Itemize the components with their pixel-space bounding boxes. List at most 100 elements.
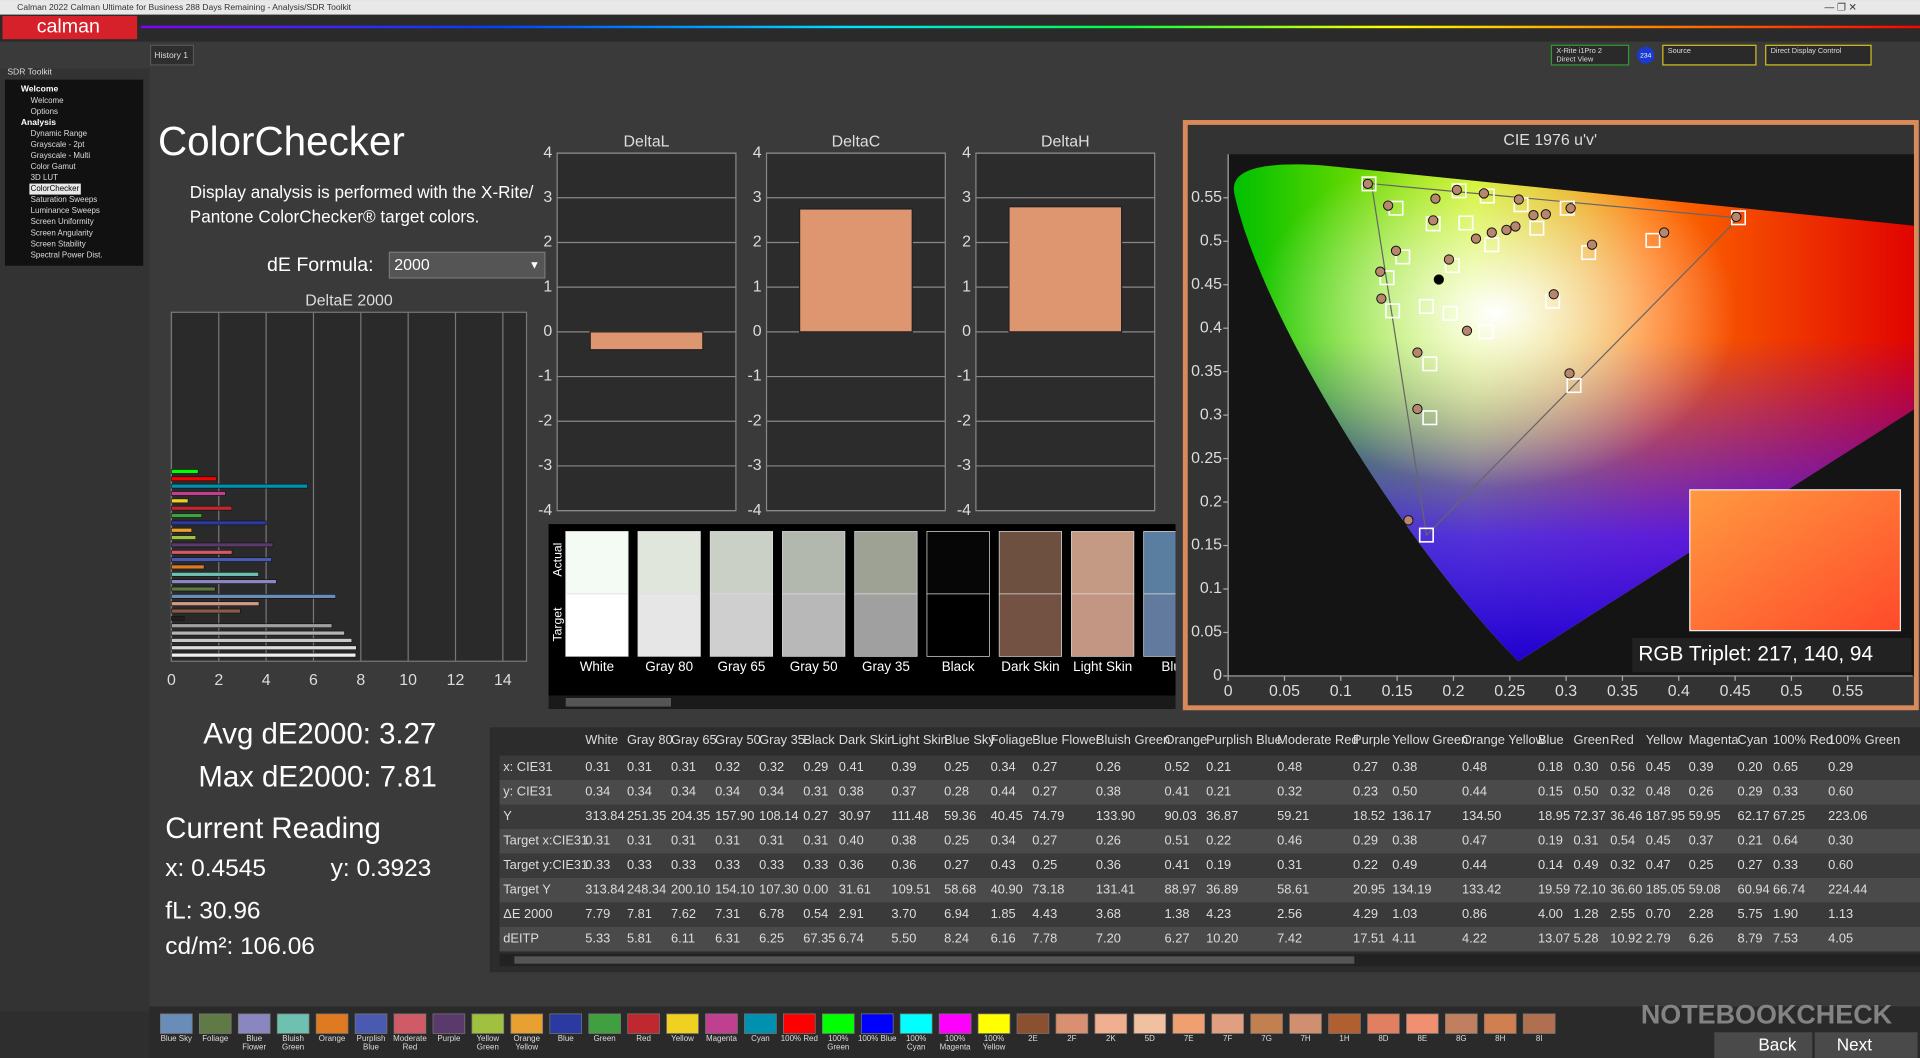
column-header: Dark Skin [839, 732, 895, 747]
patch-button[interactable] [1445, 1013, 1478, 1034]
tree-item[interactable]: Spectral Power Dist. [31, 250, 103, 259]
patch-button[interactable] [821, 1013, 855, 1034]
table-cell: 4.23 [1206, 906, 1231, 921]
table-cell: 0.31 [627, 833, 652, 848]
logo-box[interactable] [2, 15, 138, 40]
patch-button[interactable] [432, 1013, 466, 1034]
table-cell: 74.79 [1032, 808, 1064, 823]
patch-button[interactable] [160, 1013, 193, 1034]
patch-button[interactable] [783, 1013, 816, 1034]
table-cell: 62.17 [1738, 808, 1770, 823]
patch-button[interactable] [1172, 1013, 1206, 1034]
patch-button[interactable] [471, 1013, 505, 1034]
patch-button[interactable] [1483, 1013, 1517, 1034]
patch-button[interactable] [1094, 1013, 1128, 1034]
table-cell: 36.46 [1610, 808, 1642, 823]
patch-button[interactable] [1016, 1013, 1050, 1034]
table-scroll-thumb[interactable] [514, 956, 1355, 964]
patch-button[interactable] [1250, 1013, 1283, 1034]
patch-button[interactable] [1211, 1013, 1244, 1034]
tab[interactable] [150, 44, 195, 66]
y-tick-label: 0.5 [1200, 232, 1222, 249]
tree-item[interactable]: Saturation Sweeps [31, 195, 98, 204]
patch-button[interactable] [1406, 1013, 1439, 1034]
tree-item[interactable]: Welcome [31, 96, 65, 105]
patch-button[interactable] [237, 1013, 271, 1034]
de-formula-dropdown[interactable] [388, 251, 546, 279]
patch-button[interactable] [899, 1013, 933, 1034]
tree-item[interactable]: ColorChecker [31, 184, 80, 193]
patch-button[interactable] [1133, 1013, 1167, 1034]
tree-group[interactable]: Analysis [21, 117, 56, 127]
table-cell: 0.70 [1646, 906, 1671, 921]
patch-button[interactable] [705, 1013, 738, 1034]
patch-button[interactable] [354, 1013, 388, 1034]
y-tick-label: -2 [538, 412, 552, 429]
x-tick-label: 12 [447, 672, 465, 689]
table-cell: 19.59 [1538, 882, 1570, 897]
table-cell: 0.40 [839, 833, 864, 848]
tree-group[interactable]: Welcome [21, 84, 59, 94]
y-tick-label: -3 [747, 457, 761, 474]
patch-button[interactable] [1522, 1013, 1556, 1034]
meter-badge-text: 234 [1640, 53, 1651, 60]
patch-button[interactable] [860, 1013, 894, 1034]
patch-button[interactable] [315, 1013, 349, 1034]
table-cell: 133.42 [1462, 882, 1501, 897]
next-button[interactable] [1814, 1032, 1918, 1058]
patch-label: Purple [437, 1034, 461, 1044]
patch-button[interactable] [938, 1013, 972, 1034]
x-tick-label: 0 [167, 672, 176, 689]
window-controls[interactable]: — ❐ ✕ [1824, 3, 1856, 14]
patch-button[interactable] [744, 1013, 777, 1034]
meter-badge[interactable] [1637, 46, 1655, 64]
actual-swatch [782, 531, 846, 595]
patch-button[interactable] [1055, 1013, 1089, 1034]
tree-item[interactable]: Screen Uniformity [31, 217, 94, 226]
measured-point [1376, 293, 1387, 304]
row-label: y: CIE31 [503, 784, 552, 799]
patch-button[interactable] [1328, 1013, 1361, 1034]
tree-item[interactable]: 3D LUT [31, 173, 58, 182]
patch-button[interactable] [276, 1013, 310, 1034]
column-header: Orange [1164, 732, 1207, 747]
tree-item[interactable]: Screen Stability [31, 239, 86, 248]
source-dropdown[interactable] [1662, 44, 1757, 66]
meter-dropdown[interactable] [1550, 44, 1630, 66]
column-header: Bluish Green [1096, 732, 1170, 747]
patch-button[interactable] [588, 1013, 621, 1034]
table-cell: 0.32 [1277, 784, 1302, 799]
table-cell: 0.18 [1538, 759, 1563, 774]
y-tick-label: -2 [957, 412, 971, 429]
swatch-label: Black [942, 659, 975, 674]
patch-button[interactable] [977, 1013, 1011, 1034]
bar [171, 469, 199, 474]
patch-button[interactable] [666, 1013, 699, 1034]
patch-button[interactable] [549, 1013, 583, 1034]
tree-item[interactable]: Screen Angularity [31, 228, 93, 237]
swatch-scrollbar[interactable] [548, 695, 1176, 709]
tree-item[interactable]: Dynamic Range [31, 129, 88, 138]
patch-button[interactable] [1289, 1013, 1322, 1034]
patch-label-box: 8D [1378, 1035, 1388, 1044]
tree-item[interactable]: Luminance Sweeps [31, 206, 100, 215]
patch-button[interactable] [198, 1013, 232, 1034]
table-cell: 0.36 [891, 857, 916, 872]
patch-button[interactable] [393, 1013, 427, 1034]
tree-item[interactable]: Grayscale - 2pt [31, 140, 86, 149]
table-cell: 0.50 [1573, 784, 1598, 799]
display-control-dropdown[interactable] [1765, 44, 1872, 66]
patch-button[interactable] [1367, 1013, 1400, 1034]
table-cell: 0.31 [671, 833, 696, 848]
tree-item[interactable]: Color Gamut [31, 162, 77, 171]
column-header: White [585, 732, 618, 747]
table-cell: 0.31 [585, 759, 610, 774]
y-tick-label: 3 [753, 189, 762, 206]
patch-button[interactable] [510, 1013, 544, 1034]
back-button[interactable] [1714, 1032, 1813, 1058]
tree-item[interactable]: Options [31, 107, 58, 116]
patch-button[interactable] [627, 1013, 660, 1034]
swatch-scroll-thumb[interactable] [565, 697, 672, 707]
tree-item[interactable]: Grayscale - Multi [31, 151, 91, 160]
table-cell: 10.20 [1206, 931, 1238, 946]
